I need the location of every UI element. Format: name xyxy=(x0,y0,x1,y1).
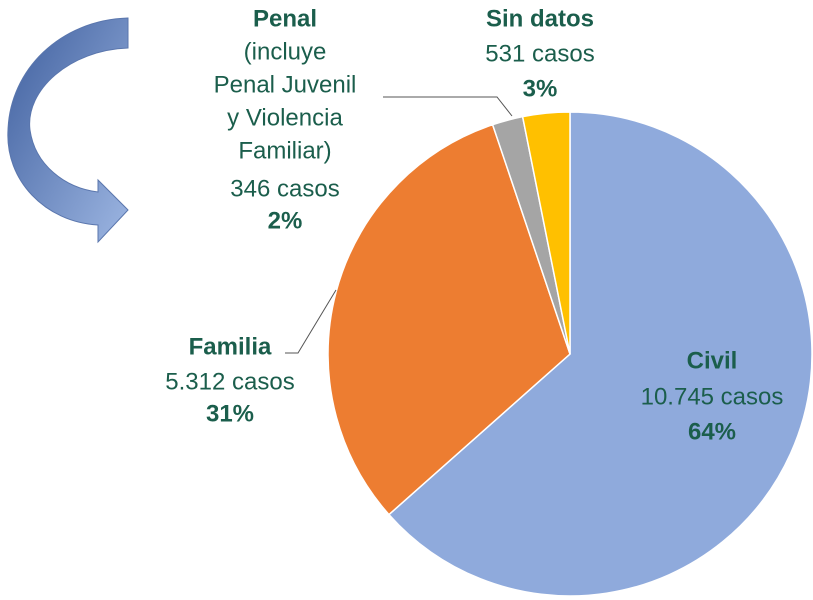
note-line: Penal Juvenil xyxy=(214,71,357,98)
note-line: (incluye xyxy=(244,38,327,65)
leader-line xyxy=(285,289,337,354)
category-label: Penal xyxy=(253,5,317,32)
value-label: 10.745 casos xyxy=(641,383,784,410)
value-label: 5.312 casos xyxy=(165,368,294,395)
pie xyxy=(327,111,813,597)
value-label: 531 casos xyxy=(485,40,594,67)
percent-label: 3% xyxy=(523,75,558,102)
decorative-arrow xyxy=(7,17,129,244)
percent-label: 64% xyxy=(688,418,736,445)
note-line: y Violencia xyxy=(227,104,343,131)
value-label: 346 casos xyxy=(230,175,339,202)
category-label: Sin datos xyxy=(486,5,594,32)
pie-slice xyxy=(327,123,571,516)
leader-line xyxy=(383,96,513,117)
category-label: Civil xyxy=(687,347,738,374)
percent-label: 31% xyxy=(206,400,254,427)
percent-label: 2% xyxy=(268,207,303,234)
pie-slice xyxy=(387,111,813,597)
labels: Civil 10.745 casos 64% Familia 5.312 casos 31… xyxy=(165,5,783,445)
category-label: Familia xyxy=(189,333,272,360)
pie-slice xyxy=(521,111,571,355)
note-line: Familiar) xyxy=(238,137,331,164)
